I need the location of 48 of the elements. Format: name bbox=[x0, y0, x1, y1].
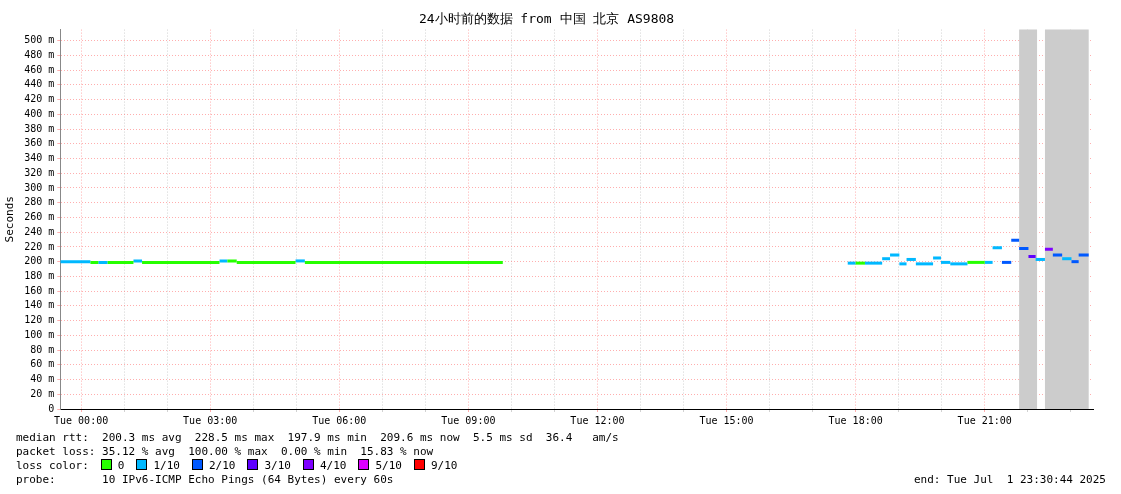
y-tick-label: 340 m bbox=[24, 152, 55, 164]
y-tick-label: 480 m bbox=[24, 48, 55, 60]
x-tick-label: Tue 09:00 bbox=[441, 414, 496, 426]
legend-label: 0 bbox=[117, 459, 125, 472]
x-tick-label: Tue 15:00 bbox=[699, 414, 754, 426]
text: packet loss: 35.12 % avg 100.00 % max 0.00 % min 15.83 % now bbox=[16, 445, 435, 459]
text: probe: 10 IPv6-ICMP Echo Pings (64 Bytes) every 60s bbox=[16, 473, 394, 486]
legend-label: 5/10 bbox=[375, 459, 402, 472]
chart-title: 24小时前的数据 from 中国 北京 AS9808 bbox=[418, 11, 675, 27]
y-tick-label: 240 m bbox=[24, 225, 55, 237]
y-tick-label: 20 m bbox=[30, 387, 55, 399]
y-axis-title: Seconds bbox=[3, 196, 17, 243]
y-tick-label: 320 m bbox=[24, 166, 55, 178]
legend-label: 3/10 bbox=[264, 459, 291, 472]
legend-label: 2/10 bbox=[208, 459, 236, 472]
legend-title: loss color: bbox=[16, 459, 89, 472]
y-tick-label: 260 m bbox=[24, 211, 55, 223]
x-tick-label: Tue 06:00 bbox=[312, 414, 367, 426]
x-tick-label: Tue 03:00 bbox=[183, 414, 238, 426]
y-tick-label: 60 m bbox=[30, 358, 55, 370]
y-tick-label: 140 m bbox=[24, 299, 55, 311]
x-tick-label: Tue 00:00 bbox=[54, 414, 109, 426]
y-tick-label: 120 m bbox=[24, 314, 55, 326]
y-tick-label: 220 m bbox=[24, 240, 55, 252]
y-tick-label: 160 m bbox=[24, 284, 55, 296]
x-tick-label: Tue 18:00 bbox=[828, 414, 883, 426]
legend-label: 9/10 bbox=[430, 459, 458, 472]
y-tick-label: 180 m bbox=[24, 269, 55, 281]
y-tick-label: 500 m bbox=[24, 34, 55, 46]
y-tick-label: 420 m bbox=[24, 93, 55, 105]
text: end: Tue Jul 1 23:30:44 2025 bbox=[913, 473, 1106, 487]
y-tick-label: 380 m bbox=[24, 122, 55, 134]
y-tick-label: 280 m bbox=[24, 196, 55, 208]
y-tick-label: 300 m bbox=[24, 181, 55, 193]
legend-label: 4/10 bbox=[319, 459, 347, 472]
y-tick-label: 200 m bbox=[24, 255, 55, 267]
y-tick-label: 100 m bbox=[24, 328, 55, 340]
text: median rtt: 200.3 ms avg 228.5 ms max 197.9 ms min 209.6 ms now 5.5 ms sd 36.4 am/s bbox=[16, 431, 620, 445]
y-tick-label: 40 m bbox=[30, 373, 55, 385]
y-tick-label: 440 m bbox=[24, 78, 55, 90]
y-tick-label: 400 m bbox=[24, 107, 55, 119]
y-tick-label: 0 bbox=[48, 402, 55, 414]
x-tick-label: Tue 21:00 bbox=[957, 414, 1012, 426]
y-tick-label: 460 m bbox=[24, 63, 55, 75]
y-tick-label: 360 m bbox=[24, 137, 55, 149]
x-tick-label: Tue 12:00 bbox=[570, 414, 625, 426]
y-tick-label: 80 m bbox=[30, 343, 55, 355]
legend-label: 1/10 bbox=[153, 459, 180, 472]
